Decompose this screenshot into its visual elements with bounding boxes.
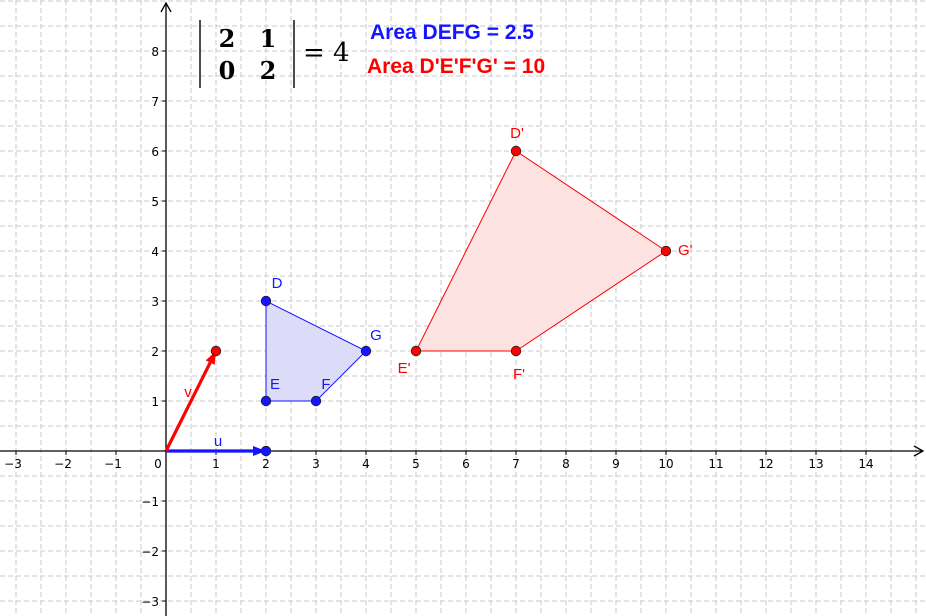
vector-u-label: u	[214, 433, 222, 450]
point-label-g: G	[370, 327, 382, 344]
determinant-expression: 2 1 0 2 = 4	[199, 20, 350, 88]
x-tick-label: −1	[104, 457, 122, 471]
x-tick-label: 2	[262, 457, 270, 471]
point-e[interactable]	[260, 395, 272, 407]
determinant-result: = 4	[303, 38, 350, 68]
matrix-entry-c: 0	[219, 56, 236, 85]
point-label-d: D	[272, 275, 283, 292]
point-label-e-prime: E'	[398, 360, 411, 377]
x-tick-label: −3	[4, 457, 22, 471]
y-tick-label: −2	[141, 545, 159, 559]
point-d-prime[interactable]	[510, 145, 522, 157]
area-transformed-text: Area D'E'F'G' = 10	[367, 55, 545, 78]
y-tick-label: −3	[141, 595, 159, 609]
y-tick-label: 8	[151, 45, 159, 59]
point-label-g-prime: G'	[678, 242, 693, 259]
x-tick-label: 6	[462, 457, 470, 471]
y-tick-label: −1	[141, 495, 159, 509]
point-d[interactable]	[260, 295, 272, 307]
point-g-prime[interactable]	[660, 245, 672, 257]
x-tick-label: 7	[512, 457, 520, 471]
vector-v-label: v	[184, 384, 192, 401]
point-label-f-prime: F'	[513, 366, 525, 383]
x-axis-arrow	[913, 445, 925, 457]
x-tick-label: 8	[562, 457, 570, 471]
point-f[interactable]	[310, 395, 322, 407]
points: D E F G D' E' F' G'	[210, 125, 693, 457]
x-tick-label: 4	[362, 457, 370, 471]
x-tick-label: 12	[758, 457, 773, 471]
point-label-e: E	[270, 376, 280, 393]
matrix-entry-b: 1	[260, 24, 277, 53]
y-tick-label: 5	[151, 195, 159, 209]
vector-v[interactable]	[164, 361, 212, 452]
y-tick-label: 2	[151, 345, 159, 359]
x-tick-label: 11	[708, 457, 723, 471]
point-label-f: F	[321, 376, 330, 393]
x-tick-label: 5	[412, 457, 420, 471]
vector-u-arrowhead	[253, 446, 266, 456]
vector-u-endpoint[interactable]	[260, 445, 272, 457]
x-tick-label: 9	[612, 457, 620, 471]
point-f-prime[interactable]	[510, 345, 522, 357]
x-tick-label: 3	[312, 457, 320, 471]
y-tick-label: 4	[151, 245, 159, 259]
y-tick-label: 1	[151, 395, 159, 409]
x-tick-label: 1	[212, 457, 220, 471]
vector-v-endpoint[interactable]	[210, 345, 222, 357]
y-tick-label: 3	[151, 295, 159, 309]
x-tick-label: 14	[858, 457, 873, 471]
matrix-entry-d: 2	[260, 56, 277, 85]
point-g[interactable]	[360, 345, 372, 357]
x-tick-label: 0	[154, 457, 162, 471]
point-label-d-prime: D'	[510, 125, 524, 142]
y-axis-arrow	[160, 1, 172, 13]
x-tick-label: −2	[54, 457, 72, 471]
polygon-d-primee-primef-primeg-prime[interactable]	[415, 150, 667, 352]
area-original-text: Area DEFG = 2.5	[370, 21, 534, 44]
point-e-prime[interactable]	[410, 345, 422, 357]
y-tick-label: 6	[151, 145, 159, 159]
x-tick-label: 10	[658, 457, 673, 471]
y-tick-label: 7	[151, 95, 159, 109]
x-tick-label: 13	[808, 457, 823, 471]
matrix-entry-a: 2	[219, 24, 236, 53]
